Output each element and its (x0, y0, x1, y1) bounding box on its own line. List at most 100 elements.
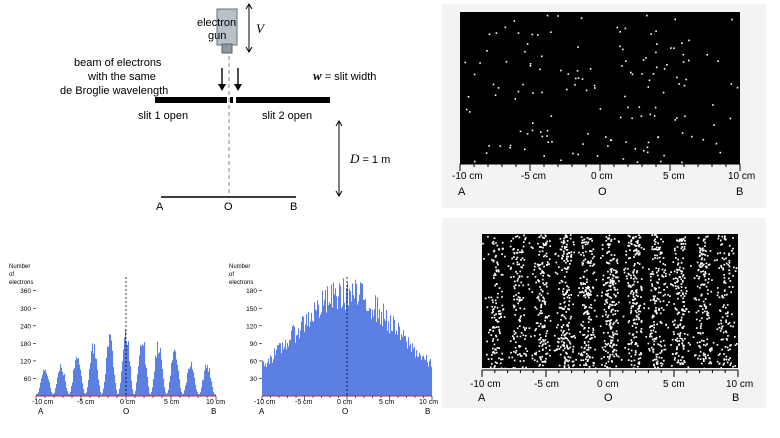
electron-hit (493, 326, 496, 329)
electron-hit (734, 365, 737, 367)
histogram-bar (138, 366, 140, 396)
electron-hit (543, 244, 545, 246)
electron-hit (635, 336, 638, 338)
electron-hit (674, 18, 676, 21)
electron-hit (540, 310, 542, 312)
electron-hit (521, 249, 523, 252)
histogram-bar (322, 290, 324, 396)
electron-hit (614, 332, 616, 335)
electron-hit (523, 234, 525, 237)
electron-hit (655, 300, 658, 302)
electron-hit (594, 87, 596, 89)
electron-hit (635, 277, 638, 280)
electron-hit (589, 346, 592, 349)
electron-hit (543, 237, 545, 239)
histogram-bar (90, 363, 92, 396)
electron-hit (524, 338, 526, 340)
electron-hit (642, 266, 644, 269)
electron-hit (658, 256, 661, 259)
electron-hit (684, 236, 687, 239)
electron-hit (498, 317, 501, 319)
electron-hit (525, 327, 527, 329)
electron-hit (654, 106, 657, 109)
electron-hit (703, 358, 705, 361)
electron-hit (541, 325, 544, 328)
electron-hit (647, 342, 650, 345)
electron-hit (586, 336, 588, 338)
electron-hit (659, 321, 662, 324)
electron-hit (657, 282, 659, 284)
electron-hit (567, 339, 570, 342)
histogram-bar (373, 316, 375, 396)
electron-hit (720, 266, 723, 269)
electron-hit (566, 337, 568, 340)
electron-hit (566, 291, 568, 293)
electron-hit (572, 345, 575, 348)
histogram-bar (377, 297, 379, 396)
electron-hit (637, 308, 639, 311)
electron-hit (610, 319, 613, 321)
electron-hit (560, 248, 563, 251)
electron-hit (700, 323, 703, 325)
electron-hit (673, 270, 676, 273)
electron-hit (706, 266, 708, 268)
electron-hit (589, 292, 591, 295)
electron-hit (612, 336, 614, 339)
histogram-bar (203, 379, 205, 396)
electron-hit (615, 276, 617, 279)
electron-hit (562, 349, 565, 352)
electron-hit (686, 333, 689, 336)
electron-hit (522, 245, 525, 248)
electron-hit (514, 235, 517, 238)
electron-hit (609, 279, 612, 281)
electron-hit (495, 335, 498, 338)
electron-hit (567, 286, 570, 289)
histogram-bar (52, 394, 54, 396)
electron-hit (627, 282, 629, 284)
electron-hit (608, 234, 611, 237)
electron-hit (653, 315, 655, 318)
histogram-bar (263, 361, 265, 396)
electron-hit (634, 253, 637, 256)
electron-hit (709, 350, 712, 353)
electron-hit (703, 258, 706, 261)
electron-hit (725, 257, 727, 260)
histogram-bar (410, 343, 412, 396)
hist2-tick-m5: -5 cm (295, 399, 313, 406)
electron-hit (625, 60, 627, 62)
electron-hit (632, 367, 635, 369)
electron-hit (611, 346, 613, 349)
histogram-bar (408, 337, 410, 396)
electron-hit (674, 247, 676, 250)
electron-hit (526, 276, 529, 278)
electron-hit (628, 352, 631, 355)
electron-hit (677, 326, 679, 329)
electron-hit (664, 275, 667, 277)
electron-hit (562, 331, 564, 334)
electron-hit (546, 316, 548, 318)
electron-hit (497, 248, 500, 250)
electron-hit (492, 347, 494, 350)
electron-hit (509, 144, 512, 147)
histogram-bar (171, 363, 173, 396)
electron-hit (671, 338, 674, 341)
electron-hit (657, 136, 660, 138)
electron-hit (635, 245, 638, 247)
electron-hit (723, 263, 726, 266)
electron-hit (540, 288, 542, 291)
electron-hit (590, 304, 592, 306)
electron-hit (537, 242, 539, 245)
electron-hit (517, 302, 519, 305)
electron-hit (630, 339, 633, 341)
electron-hit (557, 345, 559, 348)
histogram-bar (346, 288, 348, 396)
electron-hit (605, 311, 607, 313)
electron-hit (731, 18, 733, 21)
electron-hit (487, 235, 489, 238)
electron-hit (594, 299, 596, 302)
electron-hit (680, 238, 682, 241)
electron-hit (495, 254, 497, 257)
electron-hit (698, 264, 701, 267)
electron-hit (720, 244, 722, 246)
electron-hit (539, 323, 542, 325)
